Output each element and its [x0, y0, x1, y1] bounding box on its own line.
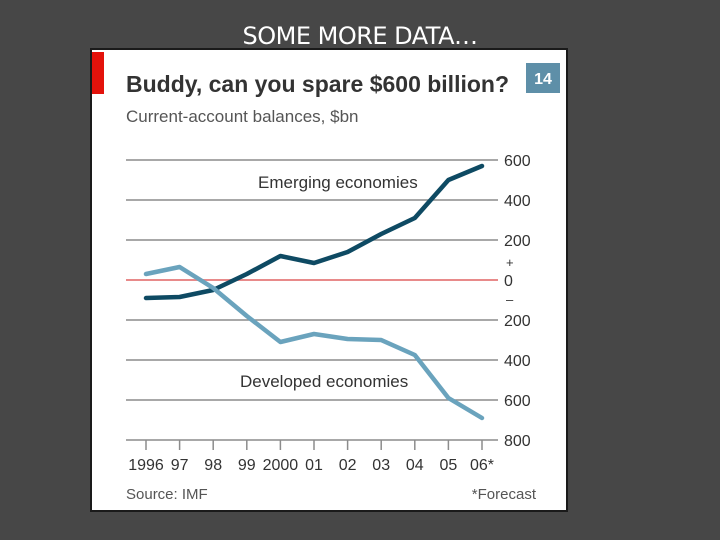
x-tick-label: 98 — [204, 457, 222, 474]
y-axis-labels: 600 400 200 0 + – 200 400 600 800 — [504, 153, 531, 450]
chart-frame: Buddy, can you spare $600 billion? 14 Cu… — [90, 48, 568, 512]
x-tick-label: 06* — [470, 457, 494, 474]
x-tick-label: 04 — [406, 457, 424, 474]
source-note: Source: IMF — [126, 486, 208, 503]
x-tick-label: 03 — [372, 457, 390, 474]
x-tick-label: 97 — [171, 457, 189, 474]
x-tick-label: 99 — [238, 457, 256, 474]
y-tick-label: 400 — [504, 353, 531, 370]
x-tick-label: 1996 — [128, 457, 164, 474]
gridlines — [126, 159, 498, 441]
y-tick-label: 800 — [504, 433, 531, 450]
series-lines — [143, 163, 485, 421]
minus-sign: – — [506, 292, 514, 307]
chart-subtitle: Current-account balances, $bn — [126, 107, 358, 126]
series-label-developed: Developed economies — [240, 372, 408, 391]
x-axis: 1996 97 98 99 2000 01 02 03 04 05 06* — [128, 440, 494, 474]
y-tick-label: 200 — [504, 233, 531, 250]
x-tick-label: 02 — [339, 457, 357, 474]
x-tick-label: 01 — [305, 457, 323, 474]
series-label-emerging: Emerging economies — [258, 173, 418, 192]
y-tick-label: 600 — [504, 393, 531, 410]
chart-title: Buddy, can you spare $600 billion? — [126, 71, 509, 97]
series-line-developed — [143, 264, 485, 421]
y-tick-label: 0 — [504, 273, 513, 290]
chart-svg: Buddy, can you spare $600 billion? 14 Cu… — [92, 52, 560, 503]
badge-bg — [526, 63, 560, 93]
y-tick-label: 600 — [504, 153, 531, 170]
plus-sign: + — [506, 255, 514, 270]
x-tick-label: 2000 — [263, 457, 299, 474]
y-tick-label: 400 — [504, 193, 531, 210]
x-tick-label: 05 — [440, 457, 458, 474]
accent-bar — [92, 52, 104, 94]
badge-number: 14 — [534, 71, 552, 88]
forecast-note: *Forecast — [472, 486, 537, 503]
slide-title: SOME MORE DATA… — [242, 22, 478, 50]
y-tick-label: 200 — [504, 313, 531, 330]
